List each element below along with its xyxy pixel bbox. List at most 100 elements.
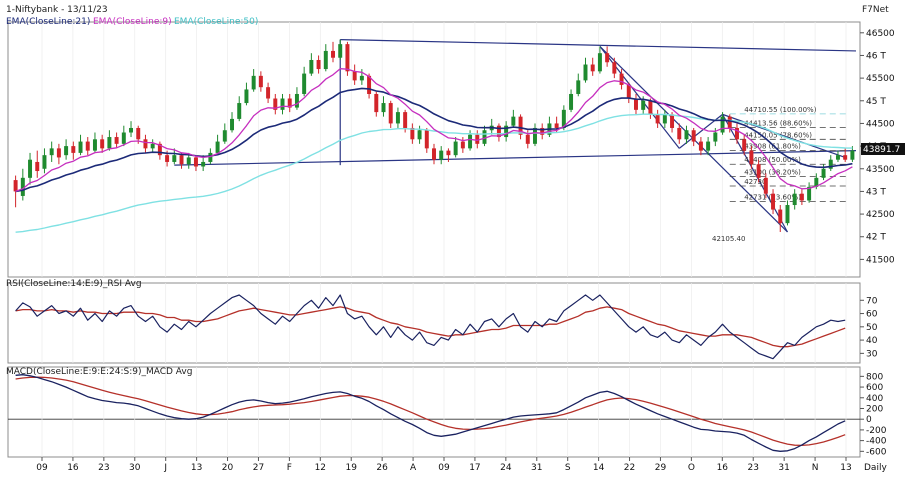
x-tick-label: 13 <box>840 463 851 473</box>
candle-body <box>504 125 509 138</box>
candle-body <box>374 93 379 113</box>
candle-body <box>785 205 790 224</box>
rsi-tick-label: 70 <box>866 296 878 306</box>
candle-body <box>42 155 47 169</box>
legend-ema50: EMA(CloseLine:50) <box>174 17 258 27</box>
x-tick-label: 31 <box>531 463 542 473</box>
price-tick-label: 46500 <box>866 29 895 39</box>
x-tick-label: 24 <box>500 463 512 473</box>
macd-lines <box>15 374 846 452</box>
price-tick-label: 45500 <box>866 74 895 84</box>
candle-body <box>395 112 400 124</box>
fib-level-label: 44710.55 (100.00%) <box>744 106 817 114</box>
x-tick-label: 13 <box>191 463 202 473</box>
candle-body <box>323 50 328 70</box>
candle-body <box>136 127 141 140</box>
fib-level-label: 44413.56 (88.60%) <box>744 119 812 127</box>
rsi-panel-label: RSI(CloseLine:14:E:9)_RSI Avg <box>6 279 142 289</box>
candle-body <box>165 155 170 162</box>
candle-body <box>28 159 33 178</box>
candle-body <box>215 141 220 153</box>
last-price-tag <box>861 143 905 155</box>
candle-body <box>338 44 343 58</box>
x-tick-label: 23 <box>98 463 109 473</box>
candle-body <box>179 155 184 165</box>
candle-body <box>143 139 148 149</box>
price-tick-label: 43 T <box>866 187 886 197</box>
candle-body <box>352 71 357 81</box>
x-tick-label: 12 <box>315 463 326 473</box>
panel-borders <box>7 21 861 458</box>
x-tick-label: 17 <box>469 463 480 473</box>
candle-body <box>359 75 364 81</box>
x-tick-label: 23 <box>748 463 759 473</box>
support-trendline <box>174 150 857 166</box>
rsi-avg-line <box>15 306 846 348</box>
candle-body <box>129 127 134 133</box>
candle-body <box>287 98 292 108</box>
macd-tick-label: -400 <box>866 437 887 447</box>
candle-body <box>316 59 321 70</box>
macd-tick-label: 800 <box>866 372 883 382</box>
brand-label: F7Net <box>862 5 889 15</box>
candle-body <box>590 64 595 72</box>
price-tick-label: 44500 <box>866 119 895 129</box>
candle-body <box>835 155 840 160</box>
candle-body <box>742 139 747 151</box>
fib-level-label: 43908 (61.80%) <box>744 143 801 151</box>
candle-body <box>734 127 739 140</box>
price-panel-frame <box>7 21 861 278</box>
price-tick-label: 41500 <box>866 255 895 265</box>
wedge-line-d <box>722 114 788 233</box>
candle-body <box>850 150 855 160</box>
candle-body <box>525 134 530 144</box>
macd-panel-label: MACD(CloseLine:E:9:E:24:S:9)_MACD Avg <box>6 367 192 377</box>
fib-level-label: 44150.05 (78.60%) <box>744 131 812 139</box>
rsi-tick-label: 50 <box>866 323 878 333</box>
candle-body <box>583 64 588 81</box>
macd-tick-label: 0 <box>866 415 872 425</box>
x-axis: 09 16 23 30 J 13 20 27 F 12 19 26 A 09 17 24 31 S 14 22 29 O 1… <box>36 457 852 473</box>
fib-level-label: 42730 <box>744 178 766 186</box>
candle-body <box>85 141 90 151</box>
candle-body <box>518 116 523 135</box>
price-tick-label: 42 T <box>866 233 886 243</box>
x-tick-label: S <box>565 463 571 473</box>
candle-body <box>655 114 660 124</box>
legend-ema9: EMA(CloseLine:9) <box>93 17 172 27</box>
candle-body <box>821 168 826 178</box>
rsi-tick-label: 40 <box>866 336 878 346</box>
candle-body <box>258 75 263 88</box>
candle-body <box>778 209 783 224</box>
candle-body <box>302 73 307 94</box>
x-tick-label: 26 <box>376 463 388 473</box>
x-tick-label: 19 <box>346 463 358 473</box>
candle-body <box>799 193 804 201</box>
x-tick-label: A <box>410 463 417 473</box>
candle-body <box>727 116 732 128</box>
fib-level-label: 43100 (38.20%) <box>744 168 801 176</box>
candle-body <box>446 150 451 156</box>
macd-tick-label: -600 <box>866 447 887 457</box>
candle-body <box>612 62 617 74</box>
candle-body <box>172 155 177 162</box>
candle-body <box>114 137 119 144</box>
candle-body <box>230 118 235 131</box>
ema-lines <box>15 68 853 233</box>
candle-body <box>641 100 646 110</box>
x-tick-label: 09 <box>36 463 48 473</box>
legend-ema21: EMA(CloseLine:21) <box>6 17 90 27</box>
candle-body <box>453 141 458 156</box>
candle-body <box>561 109 566 128</box>
x-tick-label: 31 <box>778 463 789 473</box>
candle-body <box>273 98 278 110</box>
candle-body <box>92 139 97 151</box>
macd-tick-label: 600 <box>866 383 883 393</box>
candle-body <box>35 161 40 172</box>
x-tick-label: 20 <box>222 463 234 473</box>
candle-body <box>280 98 285 110</box>
resistance-trendline <box>340 38 857 52</box>
candle-body <box>576 80 581 94</box>
